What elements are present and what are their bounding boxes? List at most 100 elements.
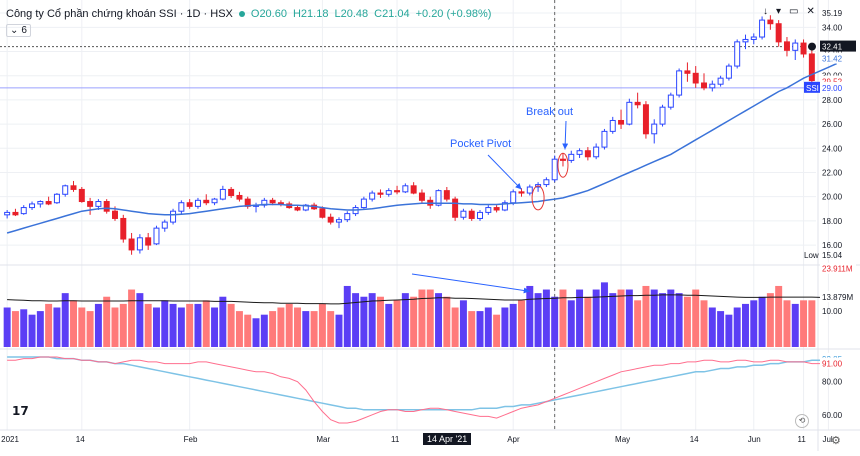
candle xyxy=(4,211,11,216)
ohlc-close: C21.04 xyxy=(374,8,409,20)
volume-bar xyxy=(219,296,227,347)
candle xyxy=(20,207,27,215)
candle xyxy=(194,199,201,207)
volume-bar xyxy=(235,311,243,347)
volume-ma-badge-bg xyxy=(820,291,856,303)
open-value: 20.60 xyxy=(259,8,287,20)
volume-bar xyxy=(659,293,667,347)
candle xyxy=(161,221,168,229)
price-change: +0.20 (+0.98%) xyxy=(415,8,492,20)
pane-controls: ↓ ▾ ▭ ✕ xyxy=(763,6,815,17)
price-tick-label: 22.00 xyxy=(822,168,843,177)
volume-bar xyxy=(227,303,235,347)
volume-arrow xyxy=(411,273,530,294)
volume-bar xyxy=(418,289,426,347)
candle xyxy=(153,227,160,245)
collapse-icon[interactable]: ▾ xyxy=(776,6,782,17)
rs-tick-label: 60.00 xyxy=(822,411,843,420)
low-price-label: 15.04 xyxy=(822,251,843,260)
volume-bar xyxy=(733,307,741,347)
x-tick-label: 2021 xyxy=(1,435,19,444)
maximize-icon[interactable]: ▭ xyxy=(789,6,799,17)
volume-bar xyxy=(410,296,418,347)
candle xyxy=(792,42,799,51)
volume-bar xyxy=(78,307,86,347)
high-label: H xyxy=(292,8,301,20)
gear-icon[interactable]: ⚙ xyxy=(831,435,841,447)
candle xyxy=(410,185,417,194)
reset-icon[interactable]: ⟲ xyxy=(795,414,809,428)
indicators-toggle[interactable]: ⌄ 6 xyxy=(6,24,31,37)
volume-bar xyxy=(725,314,733,347)
volume-bar xyxy=(194,303,202,347)
volume-bar xyxy=(36,311,44,347)
close-icon[interactable]: ✕ xyxy=(806,6,815,17)
mid-price-badge-bg xyxy=(820,75,856,87)
volume-bar xyxy=(617,289,625,347)
candle xyxy=(269,199,276,204)
candle xyxy=(568,153,575,161)
candle xyxy=(45,201,52,205)
candle xyxy=(170,210,177,223)
volume-bar xyxy=(800,300,808,347)
volume-bar xyxy=(551,296,559,347)
x-tick-label: May xyxy=(615,435,630,444)
high-value: 21.18 xyxy=(300,8,329,20)
candle xyxy=(319,208,326,218)
volume-bar xyxy=(484,307,492,347)
volume-bar xyxy=(352,293,360,347)
price-tick-label: 34.00 xyxy=(822,23,843,32)
candle xyxy=(62,185,69,195)
candle xyxy=(402,185,409,193)
candle xyxy=(228,188,235,196)
rs-pink-line xyxy=(7,356,837,424)
volume-bar xyxy=(667,289,675,347)
price-tick-label: 32.00 xyxy=(822,48,843,57)
candle xyxy=(236,194,243,200)
volume-bar xyxy=(94,303,102,347)
volume-bar xyxy=(360,296,368,347)
candle xyxy=(742,38,749,43)
candle xyxy=(767,19,774,25)
symbol-badge-bg xyxy=(804,81,820,93)
candle xyxy=(717,77,724,85)
x-tick-label: Mar xyxy=(316,435,330,444)
candle xyxy=(385,190,392,195)
volume-bar xyxy=(401,293,409,347)
candle xyxy=(676,70,683,96)
candle xyxy=(626,101,633,125)
volume-bar xyxy=(335,314,343,347)
candle xyxy=(775,23,782,43)
x-tick-label: 11 xyxy=(391,435,400,444)
candle xyxy=(186,202,193,207)
market-status-dot xyxy=(238,11,245,17)
volume-bar xyxy=(675,293,683,347)
price-tick-label: 35.19 xyxy=(822,9,843,18)
volume-bar xyxy=(252,318,260,347)
volume-bar xyxy=(53,307,61,347)
arrow-down-icon[interactable]: ↓ xyxy=(763,6,768,17)
candle xyxy=(601,130,608,148)
candle xyxy=(609,119,616,132)
volume-bar xyxy=(119,303,127,347)
volume-bar xyxy=(327,311,335,347)
candle xyxy=(103,201,110,212)
rs-tick-label: 80.00 xyxy=(822,378,843,387)
candle xyxy=(634,101,641,106)
candle xyxy=(219,188,226,200)
candle xyxy=(659,106,666,125)
tradingview-logo-icon[interactable]: 17 xyxy=(12,404,29,418)
low-value: 20.48 xyxy=(340,8,369,20)
candle xyxy=(87,201,94,207)
candle xyxy=(452,198,459,218)
x-tick-label: 14 xyxy=(690,435,699,444)
x-tick-label: Feb xyxy=(184,435,198,444)
last-price-badge-bg xyxy=(820,40,856,52)
break-out-annotation: Break out xyxy=(526,106,574,118)
volume-bar xyxy=(318,303,326,347)
candle xyxy=(327,216,334,223)
price-tick-label: 20.00 xyxy=(822,193,843,202)
candle xyxy=(369,192,376,200)
indicator-count: 6 xyxy=(21,25,27,36)
